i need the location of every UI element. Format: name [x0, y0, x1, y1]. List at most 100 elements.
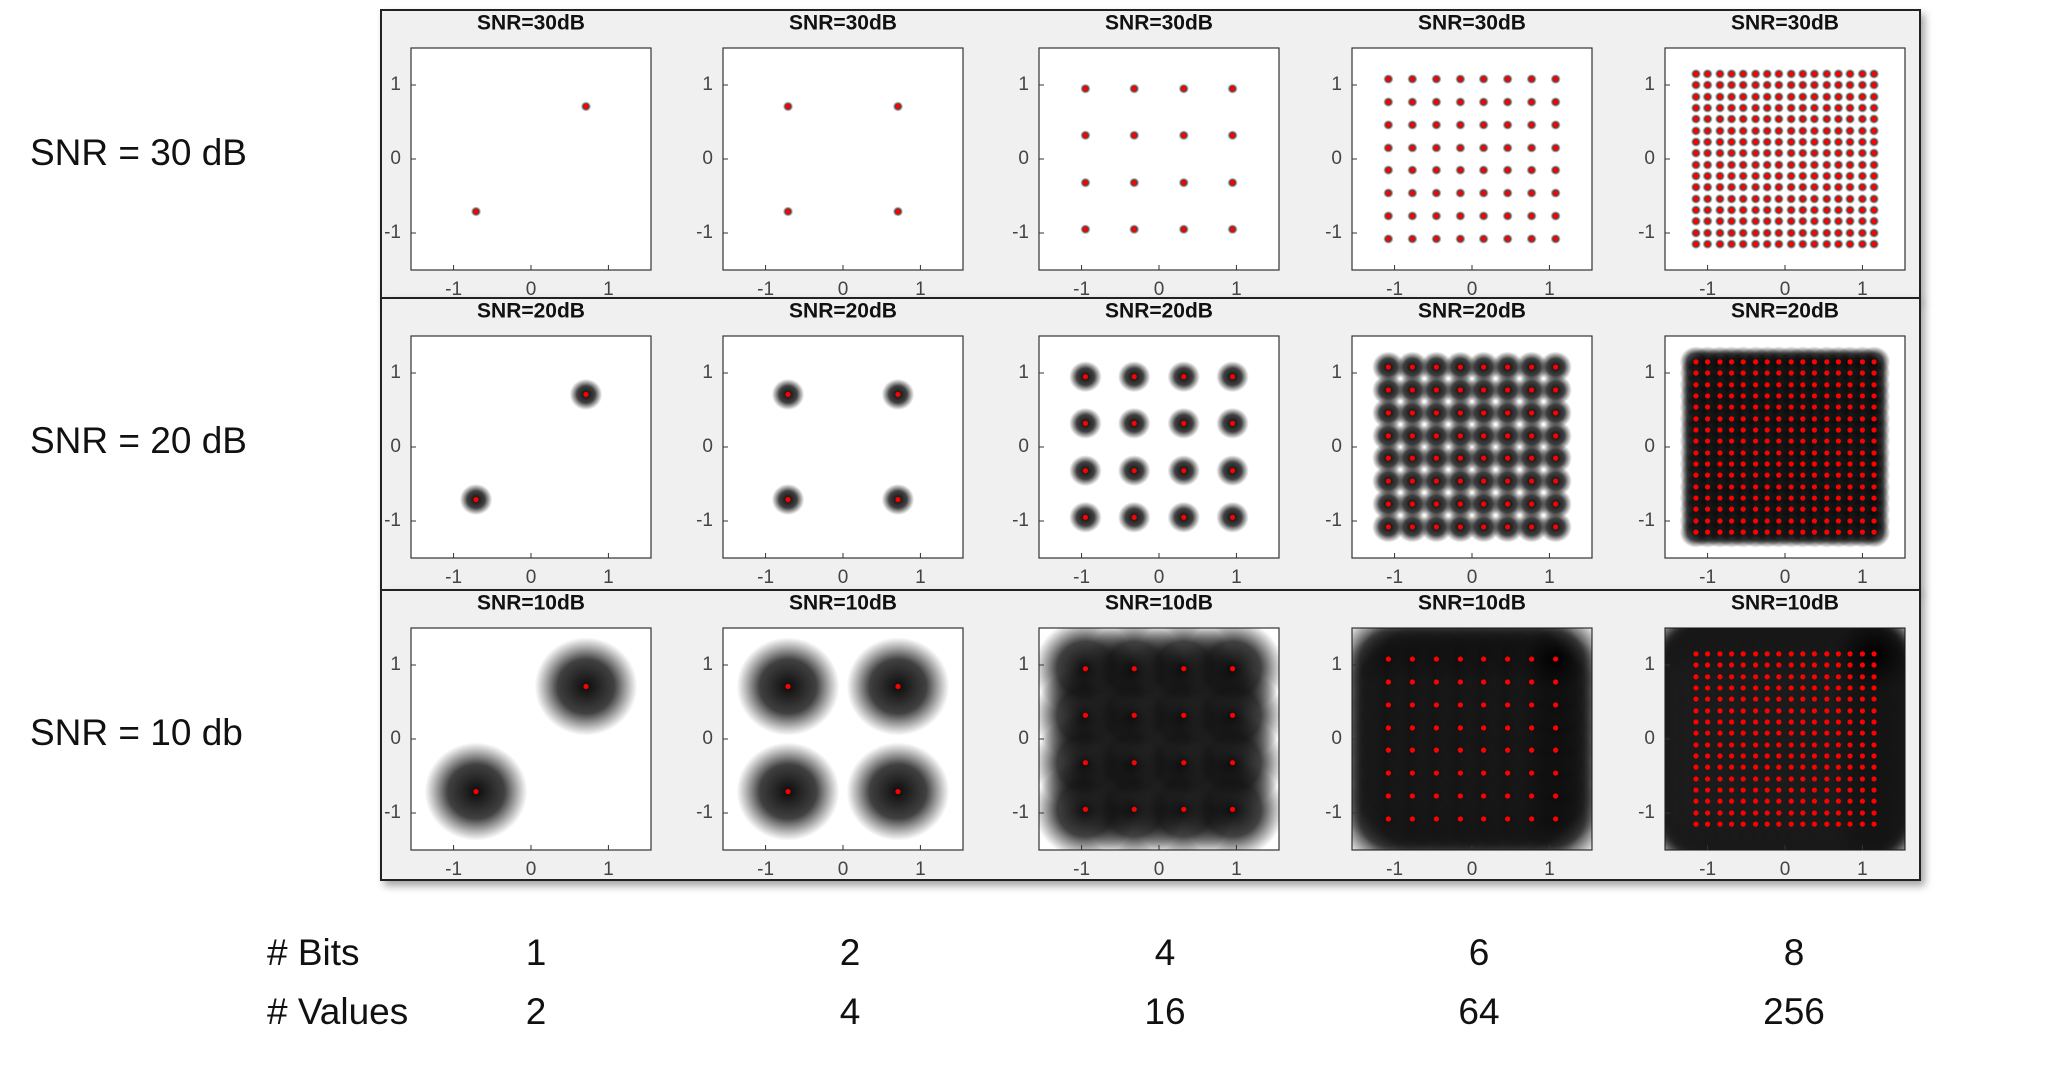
constellation-point — [1871, 94, 1877, 100]
constellation-point — [1811, 105, 1818, 111]
constellation-point — [1433, 410, 1439, 416]
y-tick-label: -1 — [384, 802, 401, 823]
constellation-point — [1835, 529, 1842, 535]
constellation-point — [1728, 416, 1735, 422]
constellation-point — [1728, 685, 1735, 691]
constellation-point — [1847, 218, 1853, 224]
y-tick-label: -1 — [1325, 222, 1342, 243]
constellation-point — [1811, 764, 1818, 770]
constellation-point — [1529, 478, 1535, 484]
constellation-point — [1693, 116, 1699, 122]
x-tick-label: 1 — [1544, 859, 1555, 880]
constellation-point — [1776, 184, 1782, 190]
constellation-point — [1553, 122, 1559, 128]
constellation-point — [1871, 218, 1877, 224]
constellation-point — [1788, 764, 1794, 770]
constellation-point — [1717, 685, 1723, 691]
constellation-point — [1481, 433, 1487, 439]
constellation-point — [1529, 190, 1535, 196]
constellation-point — [1457, 410, 1463, 416]
constellation-point — [1693, 427, 1699, 433]
constellation-point — [1824, 685, 1830, 691]
constellation-point — [1481, 455, 1487, 461]
constellation-point — [1704, 742, 1711, 748]
constellation-point — [1871, 105, 1877, 111]
constellation-point — [1835, 427, 1842, 433]
constellation-point — [1871, 416, 1877, 422]
constellation-point — [1728, 753, 1735, 759]
constellation-point — [1529, 236, 1535, 242]
constellation-point — [1800, 696, 1806, 702]
constellation-point — [1800, 94, 1806, 100]
constellation-point — [1847, 393, 1853, 399]
constellation-point — [1788, 139, 1794, 145]
constellation-point — [1704, 71, 1711, 77]
constellation-point — [1752, 370, 1759, 376]
constellation-point — [1082, 180, 1089, 186]
constellation-point — [1835, 139, 1842, 145]
constellation-point — [1433, 145, 1439, 151]
constellation-point — [1728, 742, 1735, 748]
constellation-point — [1693, 529, 1699, 535]
constellation-point — [1800, 529, 1806, 535]
constellation-point — [1693, 416, 1699, 422]
constellation-point — [1717, 798, 1723, 804]
constellation-point — [1776, 529, 1782, 535]
constellation-point — [1811, 173, 1818, 179]
constellation-point — [1776, 461, 1782, 467]
constellation-point — [1800, 662, 1806, 668]
constellation-point — [1752, 753, 1759, 759]
constellation-point — [1717, 173, 1723, 179]
constellation-point — [1704, 230, 1711, 236]
constellation-point — [1529, 145, 1535, 151]
constellation-point — [1693, 218, 1699, 224]
constellation-point — [1529, 747, 1535, 753]
constellation-point — [1385, 364, 1391, 370]
constellation-point — [1835, 241, 1842, 247]
constellation-point — [1693, 787, 1699, 793]
constellation-point — [1776, 116, 1782, 122]
constellation-point — [1776, 821, 1782, 827]
constellation-point — [1704, 184, 1711, 190]
constellation-point — [1740, 742, 1746, 748]
constellation-point — [1553, 501, 1559, 507]
constellation-point — [1728, 662, 1735, 668]
plot-title: SNR=30dB — [789, 12, 897, 35]
constellation-point — [1835, 472, 1842, 478]
constellation-point — [1717, 495, 1723, 501]
constellation-point — [1505, 213, 1511, 219]
x-tick-label: 1 — [603, 279, 614, 300]
constellation-point — [1847, 116, 1853, 122]
constellation-point — [1824, 150, 1830, 156]
constellation-point — [1871, 150, 1877, 156]
y-tick-label: 0 — [1018, 148, 1029, 169]
constellation-point — [1481, 76, 1487, 82]
constellation-point — [1481, 99, 1487, 105]
constellation-point — [1717, 116, 1723, 122]
constellation-point — [1752, 128, 1759, 134]
y-tick-label: 0 — [1644, 728, 1655, 749]
constellation-point — [1409, 455, 1415, 461]
constellation-point — [1181, 86, 1187, 92]
constellation-point — [1481, 679, 1487, 685]
constellation-point — [1764, 105, 1770, 111]
constellation-point — [1728, 450, 1735, 456]
constellation-point — [1788, 207, 1794, 213]
plot-marks — [1372, 351, 1572, 543]
constellation-point — [1181, 514, 1187, 520]
constellation-point — [1229, 468, 1236, 474]
constellation-point — [1871, 708, 1877, 714]
constellation-point — [1409, 770, 1415, 776]
constellation-point — [1704, 450, 1711, 456]
constellation-point — [1409, 478, 1415, 484]
constellation-point — [1800, 173, 1806, 179]
constellation-point — [1481, 793, 1487, 799]
constellation-point — [1811, 382, 1818, 388]
constellation-point — [1776, 753, 1782, 759]
y-tick-label: 0 — [390, 436, 401, 457]
x-tick-label: -1 — [1386, 859, 1403, 880]
x-tick-label: 0 — [1780, 859, 1791, 880]
constellation-point — [1704, 719, 1711, 725]
constellation-point — [1717, 162, 1723, 168]
constellation-point — [1871, 207, 1877, 213]
